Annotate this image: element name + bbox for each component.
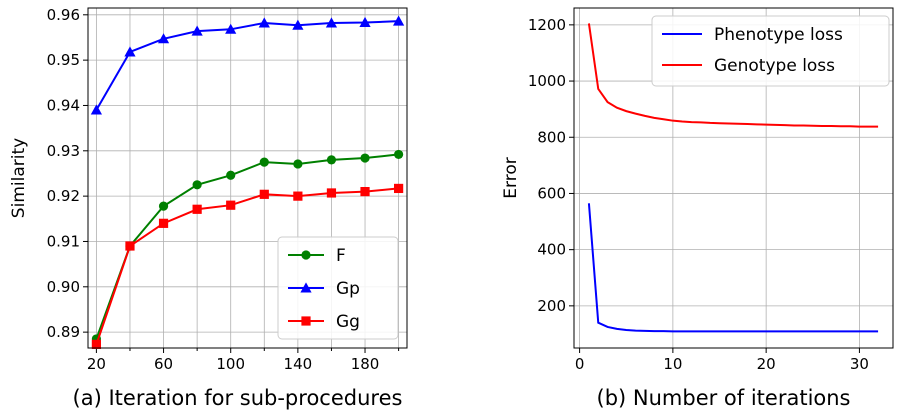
plot-frame: [573, 7, 894, 349]
x-tick-label: 0: [575, 355, 585, 373]
data-point: [293, 159, 303, 169]
y-axis-label: Similarity: [9, 138, 29, 218]
legend-marker: [300, 282, 312, 293]
y-tick-label: 0.94: [47, 96, 80, 114]
legend: Phenotype loss Genotype loss: [651, 15, 890, 87]
data-point: [326, 188, 337, 198]
legend-item: Phenotype loss: [662, 25, 843, 45]
data-point: [124, 46, 136, 57]
series-line: [95, 187, 399, 345]
data-point: [191, 25, 203, 36]
data-point: [158, 201, 169, 211]
series-genotype-loss: [587, 23, 879, 128]
x-tick-label: 140: [284, 355, 313, 373]
legend-label: F: [336, 246, 346, 266]
data-point: [394, 149, 404, 160]
series-line: [95, 153, 399, 340]
y-tick-label: 0.89: [47, 323, 80, 341]
data-point: [360, 187, 370, 197]
legend: F Gp Gg: [277, 236, 399, 340]
series-line: [587, 203, 879, 333]
chart-caption: (a) Iteration for sub-procedures: [73, 386, 403, 410]
data-point: [393, 15, 405, 26]
data-point: [192, 180, 202, 190]
legend-label: Phenotype loss: [714, 25, 843, 45]
series-gp: [90, 15, 405, 115]
data-point: [226, 200, 236, 210]
y-tick-label: 0.92: [47, 187, 80, 205]
data-point: [90, 104, 102, 115]
y-tick-label: 0.90: [47, 278, 80, 296]
x-tick-label: 30: [850, 355, 869, 373]
legend-item: F: [288, 246, 346, 266]
legend-marker: [301, 250, 311, 260]
series-gg: [91, 183, 404, 349]
data-point: [125, 241, 135, 251]
legend-item: Genotype loss: [662, 56, 835, 76]
chart-caption: (b) Number of iterations: [597, 386, 851, 410]
data-point: [259, 157, 269, 167]
legend-label: Gp: [336, 279, 360, 299]
error-chart: 0 10 20 30 200 400 600 800 1000 1200 Error (b) Numb…: [501, 7, 894, 410]
x-tick-label: 20: [757, 355, 776, 373]
legend-label: Gg: [336, 312, 360, 332]
series-line: [95, 20, 399, 111]
x-tick-label: 180: [351, 355, 380, 373]
x-tick-label: 60: [154, 355, 173, 373]
series-line: [587, 23, 879, 128]
legend-item: Gp: [288, 279, 360, 299]
y-tick-label: 1200: [528, 16, 566, 34]
y-tick-label: 400: [537, 241, 566, 259]
y-tick-label: 800: [537, 128, 566, 146]
data-point: [91, 339, 101, 349]
y-tick-label: 0.96: [47, 6, 80, 24]
y-tick-label: 1000: [528, 72, 566, 90]
data-point: [225, 23, 237, 34]
y-tick-label: 600: [537, 184, 566, 202]
x-tick-label: 10: [663, 355, 682, 373]
data-point: [158, 218, 169, 228]
data-point: [293, 191, 303, 201]
data-point: [258, 17, 270, 28]
legend-box: [651, 15, 890, 87]
data-point: [394, 183, 404, 194]
legend-item: Gg: [288, 312, 360, 332]
y-tick-label: 0.93: [47, 142, 80, 160]
data-point: [226, 170, 236, 180]
similarity-chart: 20 60 100 140 180 0.89 0.90 0.91 0.92 0.93 0.94 0.9…: [9, 6, 408, 410]
y-axis-label: Error: [501, 157, 521, 198]
data-point: [325, 17, 338, 28]
legend-label: Genotype loss: [714, 56, 835, 76]
x-tick-label: 100: [216, 355, 245, 373]
plot-frame: [87, 7, 408, 349]
data-point: [259, 189, 269, 199]
data-point: [292, 19, 304, 30]
y-tick-label: 0.95: [47, 51, 80, 69]
y-tick-label: 200: [537, 297, 566, 315]
legend-marker: [301, 316, 311, 326]
data-point: [360, 153, 370, 163]
series-phenotype-loss: [587, 203, 879, 333]
legend-box: [277, 236, 399, 340]
data-point: [192, 204, 202, 214]
tick-marks: [569, 24, 860, 353]
data-point: [157, 33, 170, 44]
y-tick-label: 0.91: [47, 232, 80, 250]
data-point: [326, 155, 337, 165]
x-tick-label: 20: [87, 355, 106, 373]
data-point: [359, 16, 371, 27]
